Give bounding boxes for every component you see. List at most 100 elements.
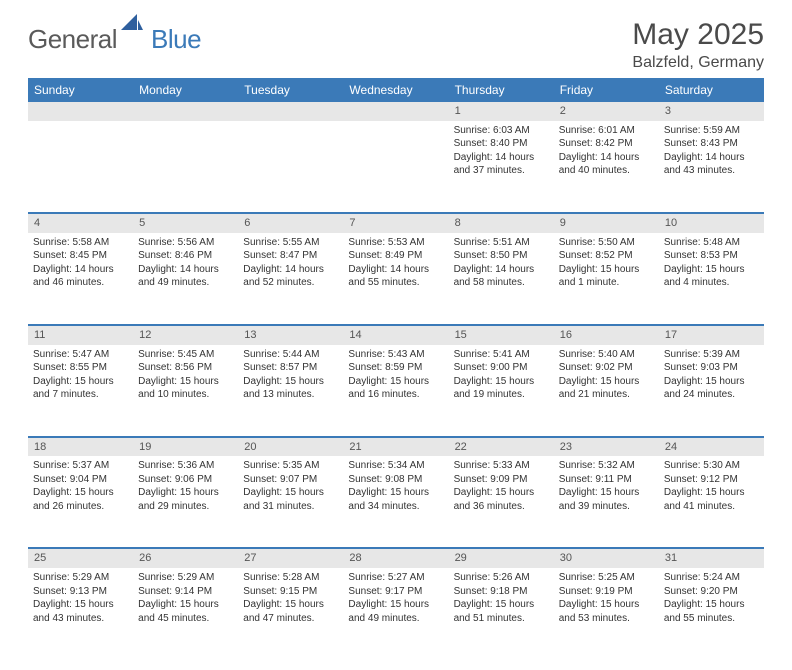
day-cell: Sunrise: 5:25 AMSunset: 9:19 PMDaylight:… [554,568,659,660]
sunrise-text: Sunrise: 5:56 AM [138,236,233,250]
day-cell: Sunrise: 5:56 AMSunset: 8:46 PMDaylight:… [133,233,238,325]
sunrise-text: Sunrise: 5:35 AM [243,459,338,473]
sunset-text: Sunset: 9:11 PM [559,473,654,487]
day-cell: Sunrise: 6:03 AMSunset: 8:40 PMDaylight:… [449,121,554,213]
dl2-text: and 40 minutes. [559,164,654,178]
sunset-text: Sunset: 9:19 PM [559,585,654,599]
sunset-text: Sunset: 8:49 PM [348,249,443,263]
dl2-text: and 43 minutes. [664,164,759,178]
dl2-text: and 49 minutes. [138,276,233,290]
day-number-cell: 1 [449,102,554,121]
dl1-text: Daylight: 15 hours [348,375,443,389]
dl2-text: and 51 minutes. [454,612,549,626]
sunrise-text: Sunrise: 5:37 AM [33,459,128,473]
dl2-text: and 47 minutes. [243,612,338,626]
sunrise-text: Sunrise: 5:32 AM [559,459,654,473]
sunset-text: Sunset: 9:02 PM [559,361,654,375]
dl1-text: Daylight: 15 hours [559,486,654,500]
sunrise-text: Sunrise: 5:36 AM [138,459,233,473]
sunrise-text: Sunrise: 5:45 AM [138,348,233,362]
day-number-cell: 29 [449,548,554,568]
sunrise-text: Sunrise: 5:34 AM [348,459,443,473]
day-data-row: Sunrise: 5:47 AMSunset: 8:55 PMDaylight:… [28,345,764,437]
day-data-row: Sunrise: 5:29 AMSunset: 9:13 PMDaylight:… [28,568,764,660]
dl2-text: and 49 minutes. [348,612,443,626]
day-data-row: Sunrise: 5:37 AMSunset: 9:04 PMDaylight:… [28,456,764,548]
dl2-text: and 55 minutes. [348,276,443,290]
weekday-header: Tuesday [238,78,343,102]
dl2-text: and 21 minutes. [559,388,654,402]
day-number-row: 18192021222324 [28,437,764,457]
day-number-cell: 10 [659,213,764,233]
dl2-text: and 37 minutes. [454,164,549,178]
dl1-text: Daylight: 15 hours [33,486,128,500]
sunrise-text: Sunrise: 5:50 AM [559,236,654,250]
weekday-header: Sunday [28,78,133,102]
day-number-cell: 6 [238,213,343,233]
day-number-cell: 3 [659,102,764,121]
dl1-text: Daylight: 15 hours [33,375,128,389]
dl1-text: Daylight: 15 hours [559,598,654,612]
dl2-text: and 53 minutes. [559,612,654,626]
day-number-cell: 11 [28,325,133,345]
dl2-text: and 7 minutes. [33,388,128,402]
dl1-text: Daylight: 15 hours [138,598,233,612]
dl1-text: Daylight: 14 hours [33,263,128,277]
sunset-text: Sunset: 9:14 PM [138,585,233,599]
sunset-text: Sunset: 9:20 PM [664,585,759,599]
day-number-cell: 20 [238,437,343,457]
sunset-text: Sunset: 9:18 PM [454,585,549,599]
sunset-text: Sunset: 9:03 PM [664,361,759,375]
sunrise-text: Sunrise: 5:29 AM [138,571,233,585]
dl1-text: Daylight: 14 hours [348,263,443,277]
day-number-cell: 15 [449,325,554,345]
day-number-cell [238,102,343,121]
day-number-cell: 28 [343,548,448,568]
day-cell [28,121,133,213]
sunset-text: Sunset: 9:12 PM [664,473,759,487]
sunset-text: Sunset: 9:07 PM [243,473,338,487]
sunset-text: Sunset: 8:57 PM [243,361,338,375]
dl2-text: and 24 minutes. [664,388,759,402]
dl2-text: and 39 minutes. [559,500,654,514]
day-number-cell: 21 [343,437,448,457]
dl2-text: and 45 minutes. [138,612,233,626]
sunrise-text: Sunrise: 5:29 AM [33,571,128,585]
sunrise-text: Sunrise: 5:48 AM [664,236,759,250]
day-number-cell [133,102,238,121]
day-number-cell: 9 [554,213,659,233]
sunset-text: Sunset: 9:06 PM [138,473,233,487]
day-number-cell: 23 [554,437,659,457]
day-cell [343,121,448,213]
day-number-row: 45678910 [28,213,764,233]
dl1-text: Daylight: 15 hours [559,263,654,277]
dl2-text: and 29 minutes. [138,500,233,514]
day-cell: Sunrise: 5:58 AMSunset: 8:45 PMDaylight:… [28,233,133,325]
day-cell: Sunrise: 5:55 AMSunset: 8:47 PMDaylight:… [238,233,343,325]
sunrise-text: Sunrise: 5:55 AM [243,236,338,250]
sunset-text: Sunset: 8:47 PM [243,249,338,263]
sunrise-text: Sunrise: 5:39 AM [664,348,759,362]
dl2-text: and 10 minutes. [138,388,233,402]
day-cell: Sunrise: 5:44 AMSunset: 8:57 PMDaylight:… [238,345,343,437]
dl2-text: and 43 minutes. [33,612,128,626]
dl1-text: Daylight: 15 hours [243,598,338,612]
dl1-text: Daylight: 15 hours [348,486,443,500]
sunset-text: Sunset: 8:50 PM [454,249,549,263]
day-data-row: Sunrise: 5:58 AMSunset: 8:45 PMDaylight:… [28,233,764,325]
day-number-cell: 8 [449,213,554,233]
day-number-cell [28,102,133,121]
day-number-cell: 22 [449,437,554,457]
day-cell: Sunrise: 5:53 AMSunset: 8:49 PMDaylight:… [343,233,448,325]
dl1-text: Daylight: 14 hours [138,263,233,277]
day-cell: Sunrise: 5:29 AMSunset: 9:14 PMDaylight:… [133,568,238,660]
dl2-text: and 55 minutes. [664,612,759,626]
sunset-text: Sunset: 8:56 PM [138,361,233,375]
sunrise-text: Sunrise: 5:43 AM [348,348,443,362]
day-number-cell: 24 [659,437,764,457]
dl1-text: Daylight: 15 hours [664,263,759,277]
day-number-cell: 18 [28,437,133,457]
dl1-text: Daylight: 14 hours [559,151,654,165]
brand-sail-icon [121,14,143,37]
month-title: May 2025 [632,18,764,52]
